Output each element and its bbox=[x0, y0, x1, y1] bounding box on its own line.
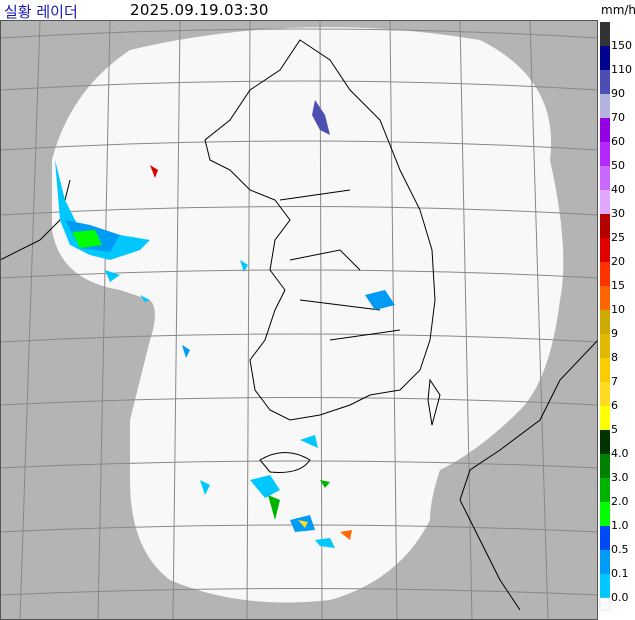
legend-swatch bbox=[600, 478, 610, 502]
legend-swatch bbox=[600, 454, 610, 478]
legend-swatch bbox=[600, 550, 610, 574]
coastline bbox=[0, 39, 598, 611]
legend-label: 60 bbox=[611, 135, 625, 148]
legend-label: 0.1 bbox=[611, 567, 629, 580]
legend-label: 5 bbox=[611, 423, 618, 436]
legend-swatch bbox=[600, 46, 610, 70]
legend-swatch bbox=[600, 334, 610, 358]
legend-swatch bbox=[600, 310, 610, 334]
legend-label: 1.0 bbox=[611, 519, 629, 532]
legend-label: 70 bbox=[611, 111, 625, 124]
legend-label: 9 bbox=[611, 327, 618, 340]
legend-label: 4.0 bbox=[611, 447, 629, 460]
legend-swatch bbox=[600, 142, 610, 166]
legend-label: 15 bbox=[611, 279, 625, 292]
header: 실황 레이더 2025.09.19.03:30 bbox=[0, 0, 600, 21]
legend-label: 150 bbox=[611, 39, 632, 52]
legend-label: 20 bbox=[611, 255, 625, 268]
legend-swatch bbox=[600, 286, 610, 310]
legend-swatch bbox=[600, 430, 610, 454]
legend: 150 110 90 70 60 50 40 30 25 20 15 10 9 8 7 6 5 4.0 3.0 2.0… bbox=[599, 22, 632, 611]
legend-swatch bbox=[600, 190, 610, 214]
radar-map bbox=[0, 20, 598, 620]
legend-swatch bbox=[600, 358, 610, 382]
legend-label: 7 bbox=[611, 375, 618, 388]
legend-swatch bbox=[600, 22, 610, 46]
legend-swatch bbox=[600, 118, 610, 142]
precipitation bbox=[55, 100, 395, 548]
legend-swatch bbox=[600, 166, 610, 190]
grid bbox=[0, 20, 598, 620]
legend-swatch bbox=[600, 526, 610, 550]
legend-label: 0.0 bbox=[611, 591, 629, 604]
legend-label: 25 bbox=[611, 231, 625, 244]
legend-swatch bbox=[600, 214, 610, 238]
legend-swatch bbox=[600, 262, 610, 286]
legend-label: 8 bbox=[611, 351, 618, 364]
timestamp: 2025.09.19.03:30 bbox=[130, 1, 269, 19]
legend-unit: mm/h bbox=[601, 3, 635, 17]
legend-label: 110 bbox=[611, 63, 632, 76]
legend-label: 0.5 bbox=[611, 543, 629, 556]
legend-label: 10 bbox=[611, 303, 625, 316]
title: 실황 레이더 bbox=[4, 3, 78, 21]
legend-label: 6 bbox=[611, 399, 618, 412]
legend-label: 50 bbox=[611, 159, 625, 172]
legend-swatch bbox=[599, 597, 611, 611]
legend-swatch bbox=[600, 382, 610, 406]
legend-label: 40 bbox=[611, 183, 625, 196]
legend-label: 90 bbox=[611, 87, 625, 100]
legend-swatch bbox=[600, 406, 610, 430]
radar-coverage bbox=[52, 27, 564, 603]
legend-label: 3.0 bbox=[611, 471, 629, 484]
legend-swatch bbox=[600, 574, 610, 598]
legend-swatch bbox=[600, 502, 610, 526]
legend-swatch bbox=[600, 238, 610, 262]
legend-swatch bbox=[600, 94, 610, 118]
legend-label: 30 bbox=[611, 207, 625, 220]
legend-swatch bbox=[600, 70, 610, 94]
legend-label: 2.0 bbox=[611, 495, 629, 508]
